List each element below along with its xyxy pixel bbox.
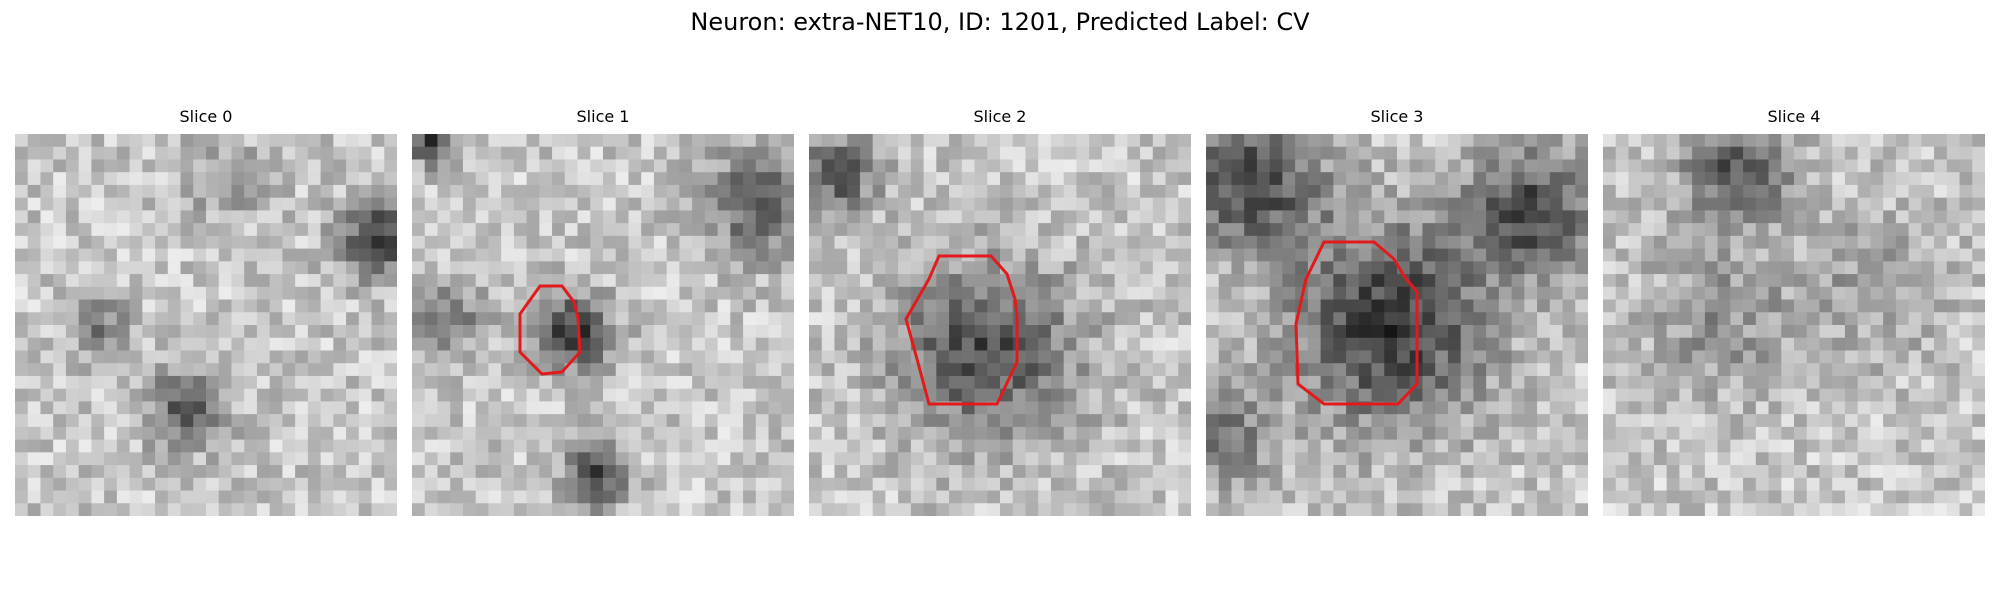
slice-panel-1: Slice 1 [412, 106, 794, 516]
roi-contour [1294, 240, 1419, 406]
slice-image [15, 134, 397, 516]
roi-contour [904, 254, 1019, 406]
pixel-grid [412, 134, 794, 516]
slice-panel-0: Slice 0 [15, 106, 397, 516]
slice-image [412, 134, 794, 516]
slice-title: Slice 0 [179, 107, 233, 126]
pixel-grid [15, 134, 397, 516]
pixel-grid [1206, 134, 1588, 516]
slice-image [809, 134, 1191, 516]
slice-panel-2: Slice 2 [809, 106, 1191, 516]
slice-title: Slice 1 [576, 107, 630, 126]
pixel-grid [809, 134, 1191, 516]
slice-title: Slice 3 [1370, 107, 1424, 126]
roi-contour [518, 284, 582, 376]
pixel-grid [1603, 134, 1985, 516]
slice-title: Slice 2 [973, 107, 1027, 126]
figure-title: Neuron: extra-NET10, ID: 1201, Predicted… [690, 8, 1310, 36]
slice-image [1206, 134, 1588, 516]
slice-panel-3: Slice 3 [1206, 106, 1588, 516]
slice-title: Slice 4 [1767, 107, 1821, 126]
slice-panel-4: Slice 4 [1603, 106, 1985, 516]
slice-image [1603, 134, 1985, 516]
